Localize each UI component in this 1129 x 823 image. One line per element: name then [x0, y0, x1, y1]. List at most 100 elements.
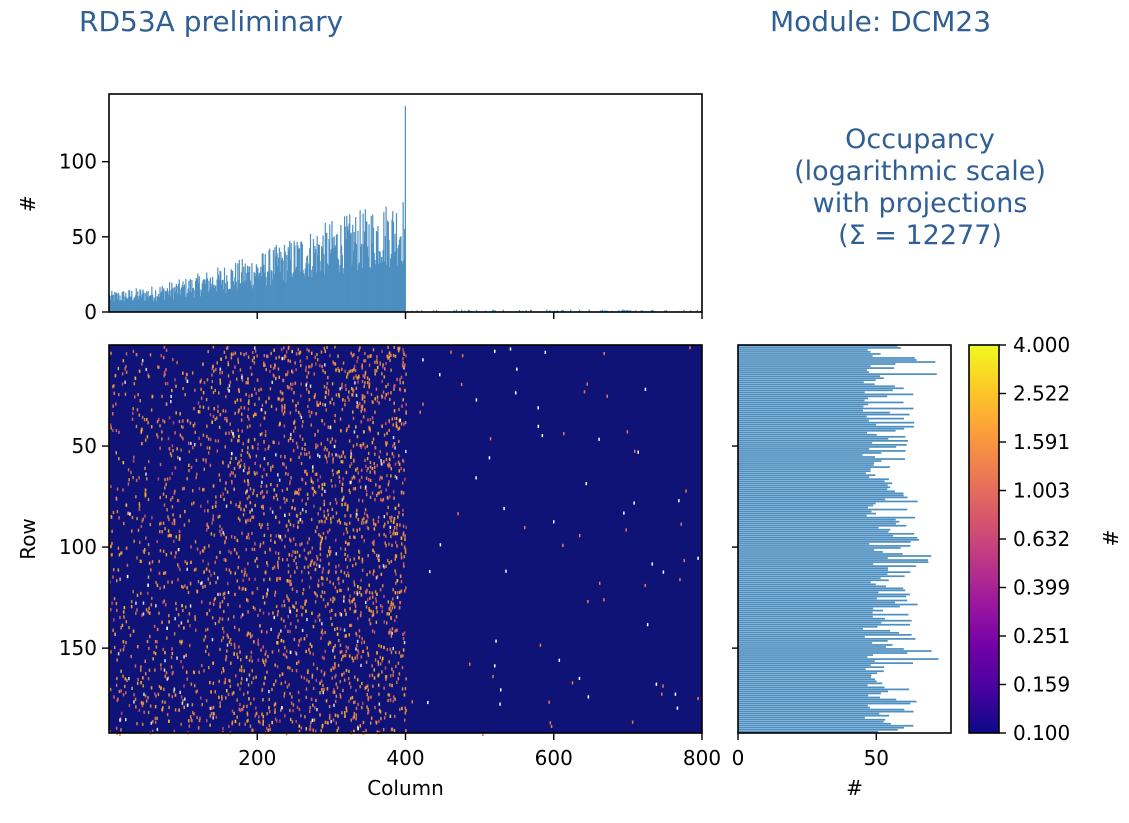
heatmap-cell	[340, 657, 343, 662]
heatmap-cell	[317, 584, 320, 588]
heatmap-cell	[251, 728, 253, 732]
heatmap-cell	[130, 605, 133, 609]
heatmap-cell	[276, 560, 279, 564]
heatmap-cell	[219, 529, 221, 533]
heatmap-cell	[233, 652, 235, 656]
heatmap-cell	[179, 457, 181, 461]
heatmap-cell	[307, 565, 309, 569]
heatmap-cell	[192, 424, 195, 428]
heatmap-cell	[275, 604, 278, 609]
heatmap-cell	[222, 636, 225, 640]
heatmap-cell	[275, 515, 277, 519]
heatmap-cell	[280, 398, 283, 402]
column-bar	[157, 296, 159, 312]
column-bar	[295, 266, 297, 312]
heatmap-cell	[150, 425, 153, 429]
heatmap-cell	[358, 550, 361, 555]
heatmap-cell	[391, 452, 394, 456]
heatmap-cell	[274, 663, 276, 667]
heatmap-cell	[244, 722, 246, 726]
heatmap-cell	[516, 367, 518, 371]
heatmap-cell	[385, 544, 387, 548]
row-bar	[738, 589, 906, 592]
column-bar	[213, 284, 215, 312]
heatmap-cell	[328, 549, 330, 553]
heatmap-cell	[136, 516, 138, 521]
heatmap-cell	[320, 679, 323, 683]
heatmap-cell	[306, 492, 309, 496]
heatmap-cell	[385, 488, 387, 492]
column-bar	[570, 309, 572, 312]
row-bar	[738, 512, 877, 515]
heatmap-cell	[312, 728, 315, 732]
heatmap-cell	[276, 483, 279, 488]
heatmap-cell	[282, 639, 285, 644]
heatmap-cell	[389, 530, 391, 534]
heatmap-cell	[296, 445, 299, 449]
heatmap-cell	[124, 684, 126, 689]
heatmap-cell	[170, 400, 172, 404]
heatmap-cell	[284, 513, 286, 517]
heatmap-cell	[366, 390, 369, 395]
heatmap-cell	[301, 578, 303, 583]
heatmap-cell	[156, 539, 158, 544]
heatmap-cell	[314, 432, 317, 437]
heatmap-cell	[345, 645, 348, 649]
heatmap-cell	[405, 449, 407, 454]
heatmap-cell	[215, 555, 218, 559]
column-bar	[635, 310, 637, 312]
heatmap-cell	[247, 414, 249, 419]
heatmap-cell	[366, 693, 369, 697]
heatmap-cell	[356, 359, 358, 364]
heatmap-cell	[181, 584, 183, 589]
heatmap-cell	[258, 388, 260, 392]
heatmap-cell	[348, 439, 351, 443]
heatmap-cell	[350, 480, 352, 484]
column-bar	[161, 285, 163, 312]
heatmap-cell	[353, 729, 355, 733]
heatmap-cell	[404, 548, 407, 552]
heatmap-cell	[365, 660, 368, 664]
heatmap-cell	[297, 488, 300, 492]
heatmap-cell	[383, 686, 385, 690]
heatmap-cell	[304, 715, 306, 719]
heatmap-cell	[313, 504, 315, 508]
column-bar	[381, 261, 383, 312]
heatmap-cell	[120, 626, 122, 630]
heatmap-cell	[147, 710, 150, 715]
heatmap-cell	[371, 541, 374, 545]
heatmap-cell	[341, 673, 343, 677]
row-bar	[738, 605, 900, 608]
heatmap-cell	[355, 425, 357, 429]
heatmap-cell	[244, 587, 247, 591]
heatmap-cell	[319, 401, 321, 405]
heatmap-cell	[360, 420, 363, 424]
heatmap-cell	[300, 714, 302, 718]
heatmap-cell	[393, 384, 395, 389]
row-bar	[738, 431, 868, 434]
heatmap-cell	[357, 374, 360, 378]
heatmap-cell	[384, 712, 387, 716]
column-bar	[349, 214, 351, 312]
column-bar	[180, 287, 183, 312]
heatmap-cell	[324, 630, 326, 635]
heatmap-cell	[344, 634, 347, 638]
heatmap-cell	[206, 522, 209, 526]
heatmap-cell	[353, 557, 356, 561]
row-bar	[738, 417, 904, 420]
heatmap-cell	[314, 706, 316, 710]
heatmap-cell	[174, 555, 176, 559]
heatmap-cell	[240, 507, 242, 511]
heatmap-cell	[264, 676, 266, 680]
heatmap-cell	[300, 415, 303, 420]
column-bar	[180, 295, 182, 312]
heatmap-cell	[305, 452, 308, 456]
heatmap-cell	[364, 508, 367, 512]
heatmap-cell	[327, 513, 330, 517]
heatmap-cell	[288, 598, 290, 603]
heatmap-cell	[290, 622, 292, 626]
heatmap-cell	[170, 665, 173, 669]
heatmap-cell	[398, 590, 401, 594]
heatmap-cell	[163, 370, 166, 374]
heatmap-cell	[308, 398, 311, 402]
